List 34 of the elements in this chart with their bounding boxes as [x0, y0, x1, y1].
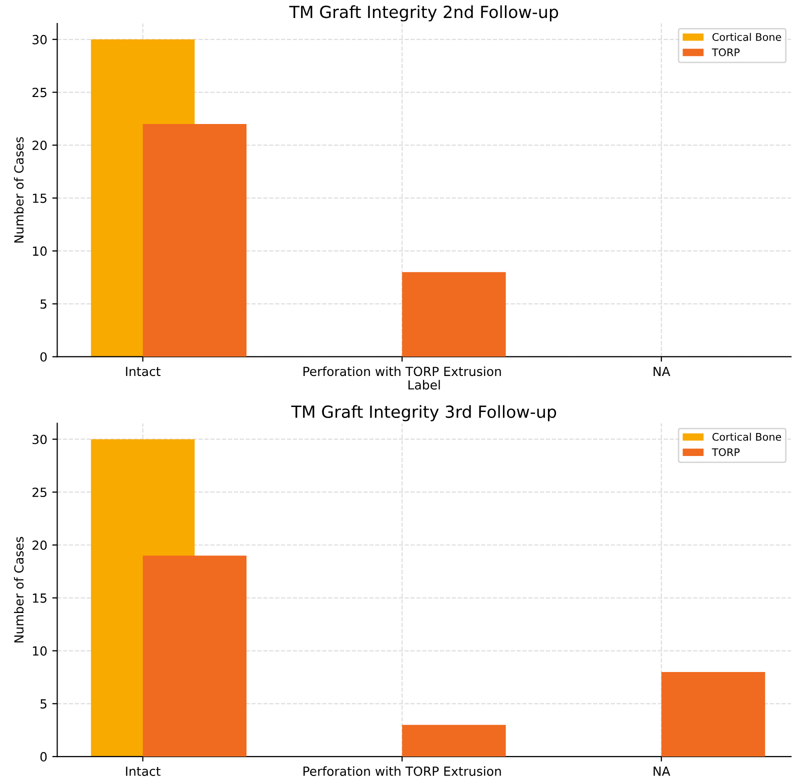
y-tick-label: 0	[40, 752, 47, 762]
y-tick-label: 5	[40, 299, 46, 309]
y-tick-label: 25	[32, 488, 46, 498]
x-tick-label: Perforation with TORP Extrusion	[303, 366, 501, 376]
bar	[142, 556, 247, 757]
x-tick-label: Intact	[126, 766, 160, 776]
y-tick-label: 15	[32, 594, 46, 603]
legend-label: Cortical Bone	[712, 32, 782, 41]
y-tick-label: 30	[32, 434, 47, 444]
chart-title: TM Graft Integrity 2nd Follow-up	[289, 5, 558, 22]
bar	[402, 272, 506, 357]
bar	[142, 124, 247, 357]
y-tick-label: 5	[40, 699, 46, 709]
y-tick-label: 25	[32, 88, 46, 98]
y-tick-label: 20	[32, 140, 47, 150]
x-tick-label: NA	[654, 766, 670, 776]
y-tick-label: 30	[32, 34, 47, 44]
legend-label: Cortical Bone	[712, 432, 782, 441]
y-tick-label: 10	[32, 246, 47, 256]
bar	[661, 672, 766, 757]
chart-title: TM Graft Integrity 3rd Follow-up	[291, 405, 556, 422]
y-tick-label: 20	[32, 540, 47, 550]
y-tick-label: 0	[40, 352, 47, 362]
x-tick-label: Perforation with TORP Extrusion	[303, 766, 501, 776]
y-tick-label: 10	[32, 646, 47, 656]
x-tick-label: NA	[654, 366, 670, 376]
y-tick-label: 15	[32, 194, 46, 203]
bar	[402, 724, 506, 757]
legend-label: TORP	[712, 48, 740, 56]
x-tick-label: Intact	[126, 366, 160, 376]
x-axis-title: Label	[408, 380, 440, 390]
legend-label: TORP	[712, 448, 740, 456]
y-axis-title: Number of Cases	[14, 137, 24, 243]
y-axis-title: Number of Cases	[14, 536, 24, 642]
